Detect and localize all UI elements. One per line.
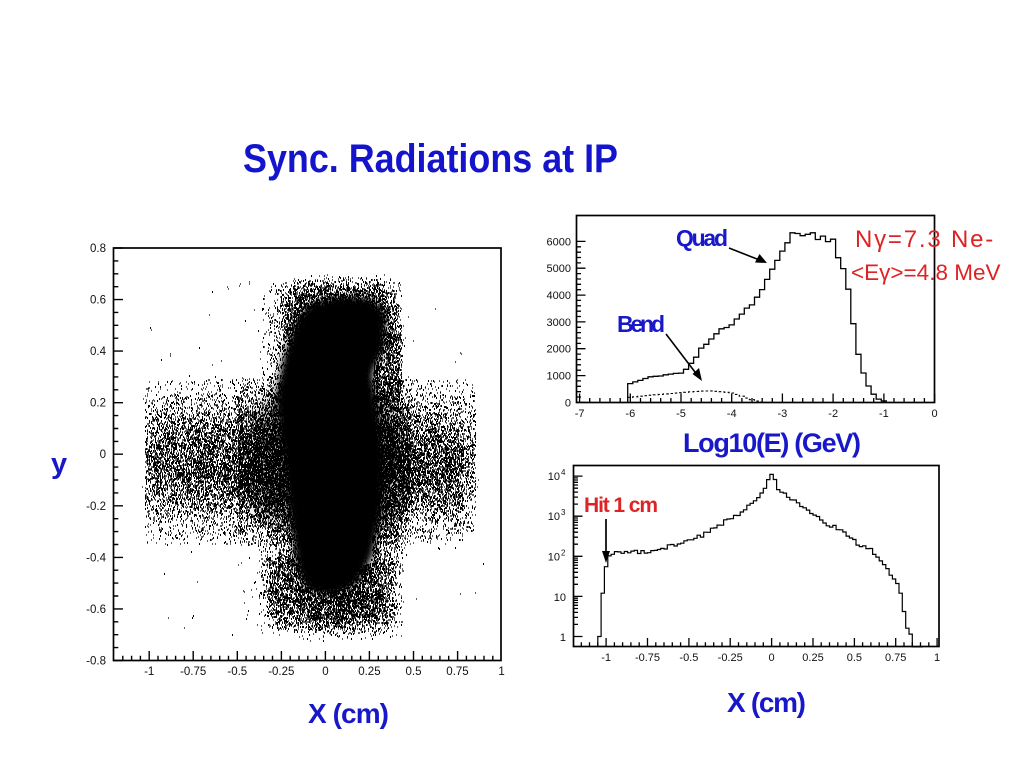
svg-text:1000: 1000 <box>547 371 571 383</box>
svg-text:0.2: 0.2 <box>90 398 106 410</box>
svg-text:-0.4: -0.4 <box>86 552 106 564</box>
svg-text:0.8: 0.8 <box>90 243 106 255</box>
svg-text:0: 0 <box>769 652 775 664</box>
svg-text:0.75: 0.75 <box>446 666 468 678</box>
svg-text:1: 1 <box>498 666 504 678</box>
svg-text:2: 2 <box>561 548 566 557</box>
svg-text:X (cm): X (cm) <box>727 687 806 718</box>
svg-text:Nγ=7.3 Ne-: Nγ=7.3 Ne- <box>855 226 995 253</box>
svg-text:-0.5: -0.5 <box>227 666 247 678</box>
svg-text:Quad: Quad <box>676 225 728 251</box>
svg-text:4: 4 <box>561 468 566 477</box>
svg-text:X (cm): X (cm) <box>308 698 389 729</box>
svg-text:1: 1 <box>560 632 566 644</box>
svg-text:0.25: 0.25 <box>358 666 380 678</box>
svg-text:2000: 2000 <box>547 344 571 356</box>
svg-text:10: 10 <box>548 471 560 483</box>
svg-text:Hit 1 cm: Hit 1 cm <box>584 494 658 517</box>
svg-text:-4: -4 <box>727 408 737 420</box>
svg-text:0.4: 0.4 <box>90 346 107 358</box>
svg-text:0: 0 <box>322 666 328 678</box>
svg-text:0.5: 0.5 <box>406 666 422 678</box>
svg-text:-1: -1 <box>879 408 889 420</box>
svg-text:-1: -1 <box>601 652 611 664</box>
svg-text:10: 10 <box>554 592 566 604</box>
svg-text:1: 1 <box>934 652 940 664</box>
svg-text:3000: 3000 <box>547 317 571 329</box>
svg-text:0: 0 <box>565 397 571 409</box>
svg-text:0: 0 <box>100 449 106 461</box>
svg-text:Sync. Radiations at IP: Sync. Radiations at IP <box>243 137 618 181</box>
svg-text:5000: 5000 <box>547 263 571 275</box>
svg-text:0: 0 <box>932 408 938 420</box>
svg-text:-0.25: -0.25 <box>268 666 294 678</box>
svg-text:Bend: Bend <box>617 311 665 337</box>
svg-text:Log10(E) (GeV): Log10(E) (GeV) <box>683 428 861 458</box>
svg-text:<Eγ>=4.8 MeV: <Eγ>=4.8 MeV <box>851 260 1000 285</box>
svg-text:-0.8: -0.8 <box>86 656 106 668</box>
svg-text:-0.75: -0.75 <box>180 666 206 678</box>
svg-text:-3: -3 <box>778 408 788 420</box>
svg-text:-0.5: -0.5 <box>679 652 698 664</box>
svg-text:6000: 6000 <box>547 236 571 248</box>
svg-text:4000: 4000 <box>547 290 571 302</box>
svg-text:0.75: 0.75 <box>885 652 906 664</box>
svg-text:-7: -7 <box>575 408 585 420</box>
svg-text:-0.25: -0.25 <box>718 652 743 664</box>
svg-text:y: y <box>51 448 67 480</box>
svg-text:-0.2: -0.2 <box>86 501 106 513</box>
svg-text:-2: -2 <box>828 408 838 420</box>
svg-text:-5: -5 <box>676 408 686 420</box>
svg-text:-1: -1 <box>144 666 154 678</box>
svg-text:10: 10 <box>548 551 560 563</box>
svg-text:3: 3 <box>561 508 566 517</box>
svg-text:-0.6: -0.6 <box>86 604 106 616</box>
svg-text:-0.75: -0.75 <box>635 652 660 664</box>
svg-text:0.5: 0.5 <box>847 652 862 664</box>
svg-text:10: 10 <box>548 511 560 523</box>
svg-text:-6: -6 <box>625 408 635 420</box>
svg-text:0.25: 0.25 <box>802 652 823 664</box>
svg-text:0.6: 0.6 <box>90 295 106 307</box>
